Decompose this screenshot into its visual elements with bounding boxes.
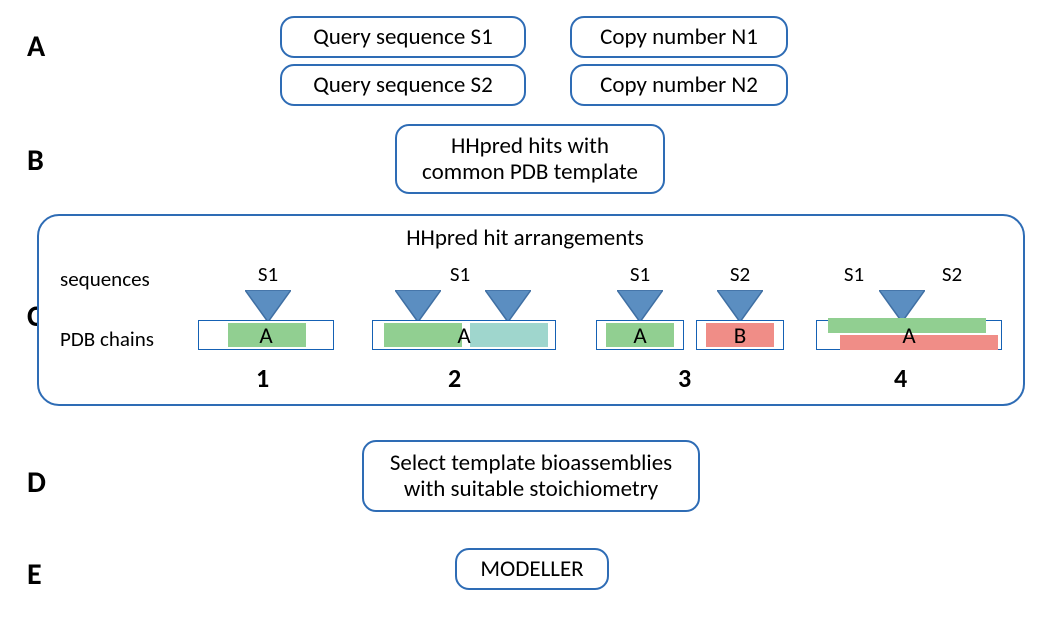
sequences-label: sequences: [60, 266, 150, 292]
row-e-box: MODELLER: [455, 548, 609, 590]
row-a-box-1: Copy number N1: [570, 16, 788, 58]
arr2-chain-0-hit-0: [384, 323, 462, 347]
arr3-chain-0-letter: A: [630, 322, 650, 350]
arr2-number: 2: [448, 362, 461, 394]
arr4-chain-0-hit-1: [840, 335, 998, 350]
row-label-b: B: [27, 142, 44, 179]
pdb-chains-label: PDB chains: [60, 326, 154, 352]
row-c-title: HHpred hit arrangements: [0, 224, 1050, 252]
arr4-seqlabel-0: S1: [834, 261, 874, 287]
arr1-chain-0-letter: A: [256, 322, 276, 350]
row-label-a: A: [27, 28, 45, 65]
row-label-e: E: [27, 556, 42, 593]
arr4-chain-0-letter: A: [899, 322, 919, 350]
row-a-box-2: Query sequence S2: [280, 64, 526, 106]
arr3-chain-1-letter: B: [730, 322, 750, 350]
arr3-seqlabel-0: S1: [620, 261, 660, 287]
arr2-seqlabel-0: S1: [440, 261, 480, 287]
row-label-d: D: [27, 464, 46, 501]
arr3-seqlabel-1: S2: [720, 261, 760, 287]
arr1-triangle-outline-0: [245, 290, 291, 322]
row-b-box: HHpred hits with common PDB template: [395, 124, 665, 194]
arr2-chain-0-letter: A: [454, 322, 474, 350]
row-a-box-3: Copy number N2: [570, 64, 788, 106]
arr3-triangle-outline-1: [717, 290, 763, 322]
row-d-box: Select template bioassemblies with suita…: [362, 440, 700, 512]
arr1-number: 1: [256, 362, 269, 394]
arr4-seqlabel-1: S2: [932, 261, 972, 287]
arr2-chain-0-hit-1: [470, 323, 548, 347]
arr1-seqlabel-0: S1: [248, 261, 288, 287]
arr2-triangle-outline-0: [395, 290, 441, 322]
arr2-triangle-outline-1: [485, 290, 531, 322]
arr3-triangle-outline-0: [617, 290, 663, 322]
arr3-number: 3: [678, 362, 691, 394]
row-a-box-0: Query sequence S1: [280, 16, 526, 58]
arr4-number: 4: [894, 362, 907, 394]
